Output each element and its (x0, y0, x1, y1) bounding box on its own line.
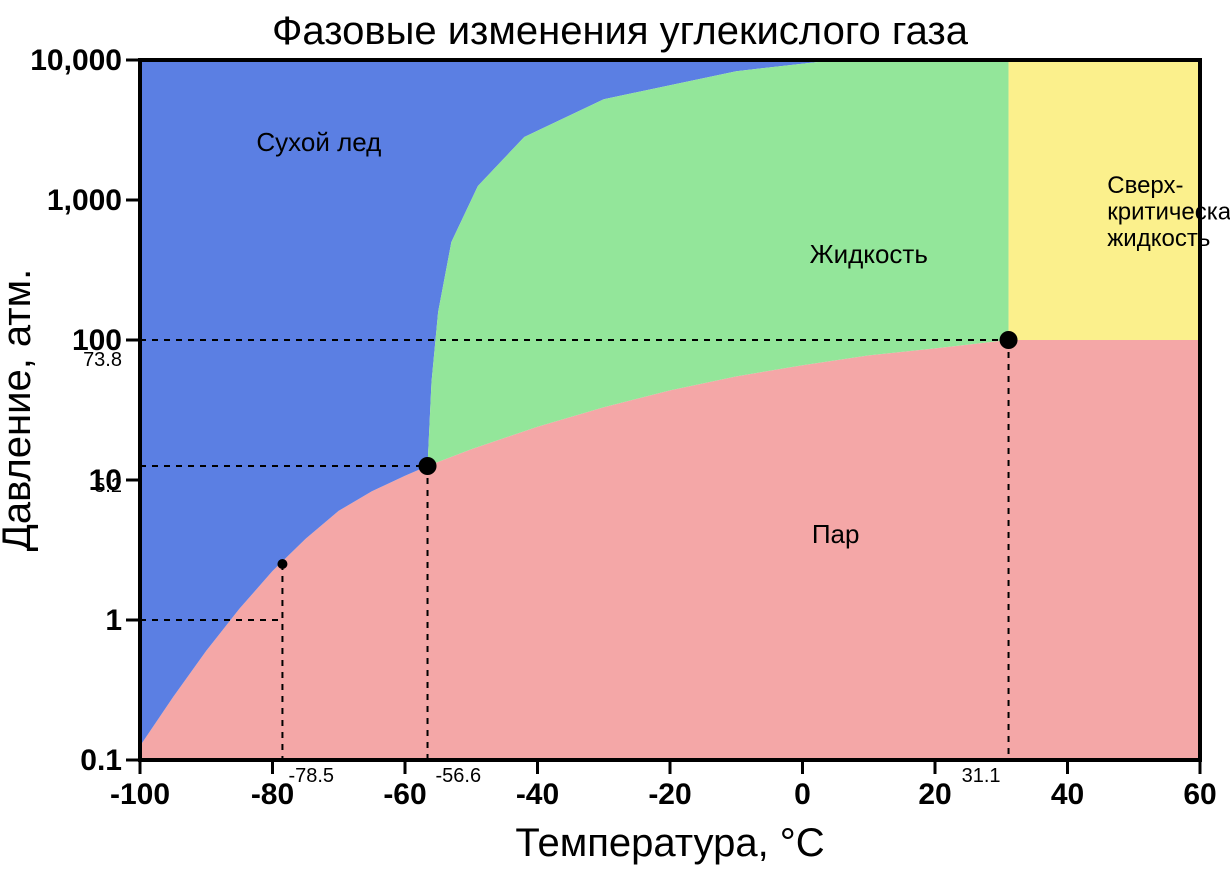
x-axis-label: Температура, °C (515, 821, 824, 865)
x-tick-label: 0 (794, 778, 811, 811)
region-label-gas: Пар (812, 519, 860, 549)
x-tick-label: -100 (110, 778, 170, 811)
x-annot-critical: 31.1 (962, 765, 1001, 787)
region-label-liquid: Жидкость (810, 239, 928, 269)
x-tick-label: -20 (648, 778, 691, 811)
x-tick-label: -40 (516, 778, 559, 811)
point-critical (1000, 331, 1018, 349)
y-annot-triple: 5.2 (94, 475, 122, 497)
region-label-supercrit: Сверх-критическаяжидкость (1107, 172, 1230, 252)
x-tick-label: -60 (383, 778, 426, 811)
y-tick-label: 10,000 (30, 44, 122, 77)
region-label-solid: Сухой лед (256, 127, 381, 157)
phase-diagram: Фазовые изменения углекислого газа Сухой … (0, 0, 1230, 880)
x-annot-triple: -56.6 (436, 765, 482, 787)
chart-svg: Фазовые изменения углекислого газа Сухой … (0, 0, 1230, 880)
chart-title: Фазовые изменения углекислого газа (272, 9, 969, 53)
y-tick-label: 1,000 (47, 184, 122, 217)
y-tick-label: 0.1 (80, 744, 122, 777)
x-tick-label: 40 (1051, 778, 1084, 811)
x-tick-label: 20 (918, 778, 951, 811)
x-annot-subl: -78.5 (288, 765, 334, 787)
point-sublimation (277, 559, 287, 569)
x-tick-label: 60 (1183, 778, 1216, 811)
point-triple (419, 457, 437, 475)
y-axis-label: Давление, атм. (0, 269, 39, 551)
y-tick-label: 1 (105, 604, 122, 637)
y-annot-critical: 73.8 (83, 349, 122, 371)
